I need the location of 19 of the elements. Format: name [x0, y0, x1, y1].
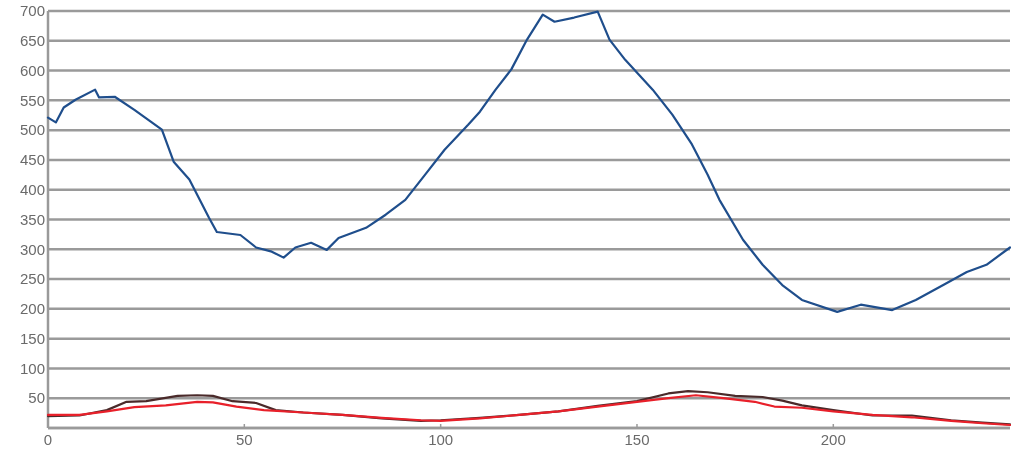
x-tick-label: 50 [235, 431, 253, 448]
y-tick-label: 50 [28, 389, 45, 407]
x-tick-label: 0 [43, 431, 53, 448]
x-tick-label: 100 [428, 431, 454, 448]
x-tick-label: 150 [624, 431, 650, 448]
y-tick-label: 300 [19, 240, 45, 258]
y-tick-label: 200 [19, 300, 45, 318]
y-tick-label: 250 [19, 270, 45, 288]
y-tick-label: 350 [19, 210, 45, 228]
y-tick-label: 700 [19, 2, 45, 20]
y-tick-label: 150 [19, 329, 45, 347]
x-tick-label: 200 [820, 431, 846, 448]
y-tick-label: 600 [19, 61, 45, 79]
y-tick-label: 450 [19, 151, 45, 169]
y-tick-label: 400 [19, 180, 45, 198]
y-tick-label: 550 [19, 91, 45, 109]
y-tick-label: 650 [19, 32, 45, 50]
y-tick-label: 500 [19, 121, 45, 139]
y-tick-label: 100 [19, 359, 45, 377]
